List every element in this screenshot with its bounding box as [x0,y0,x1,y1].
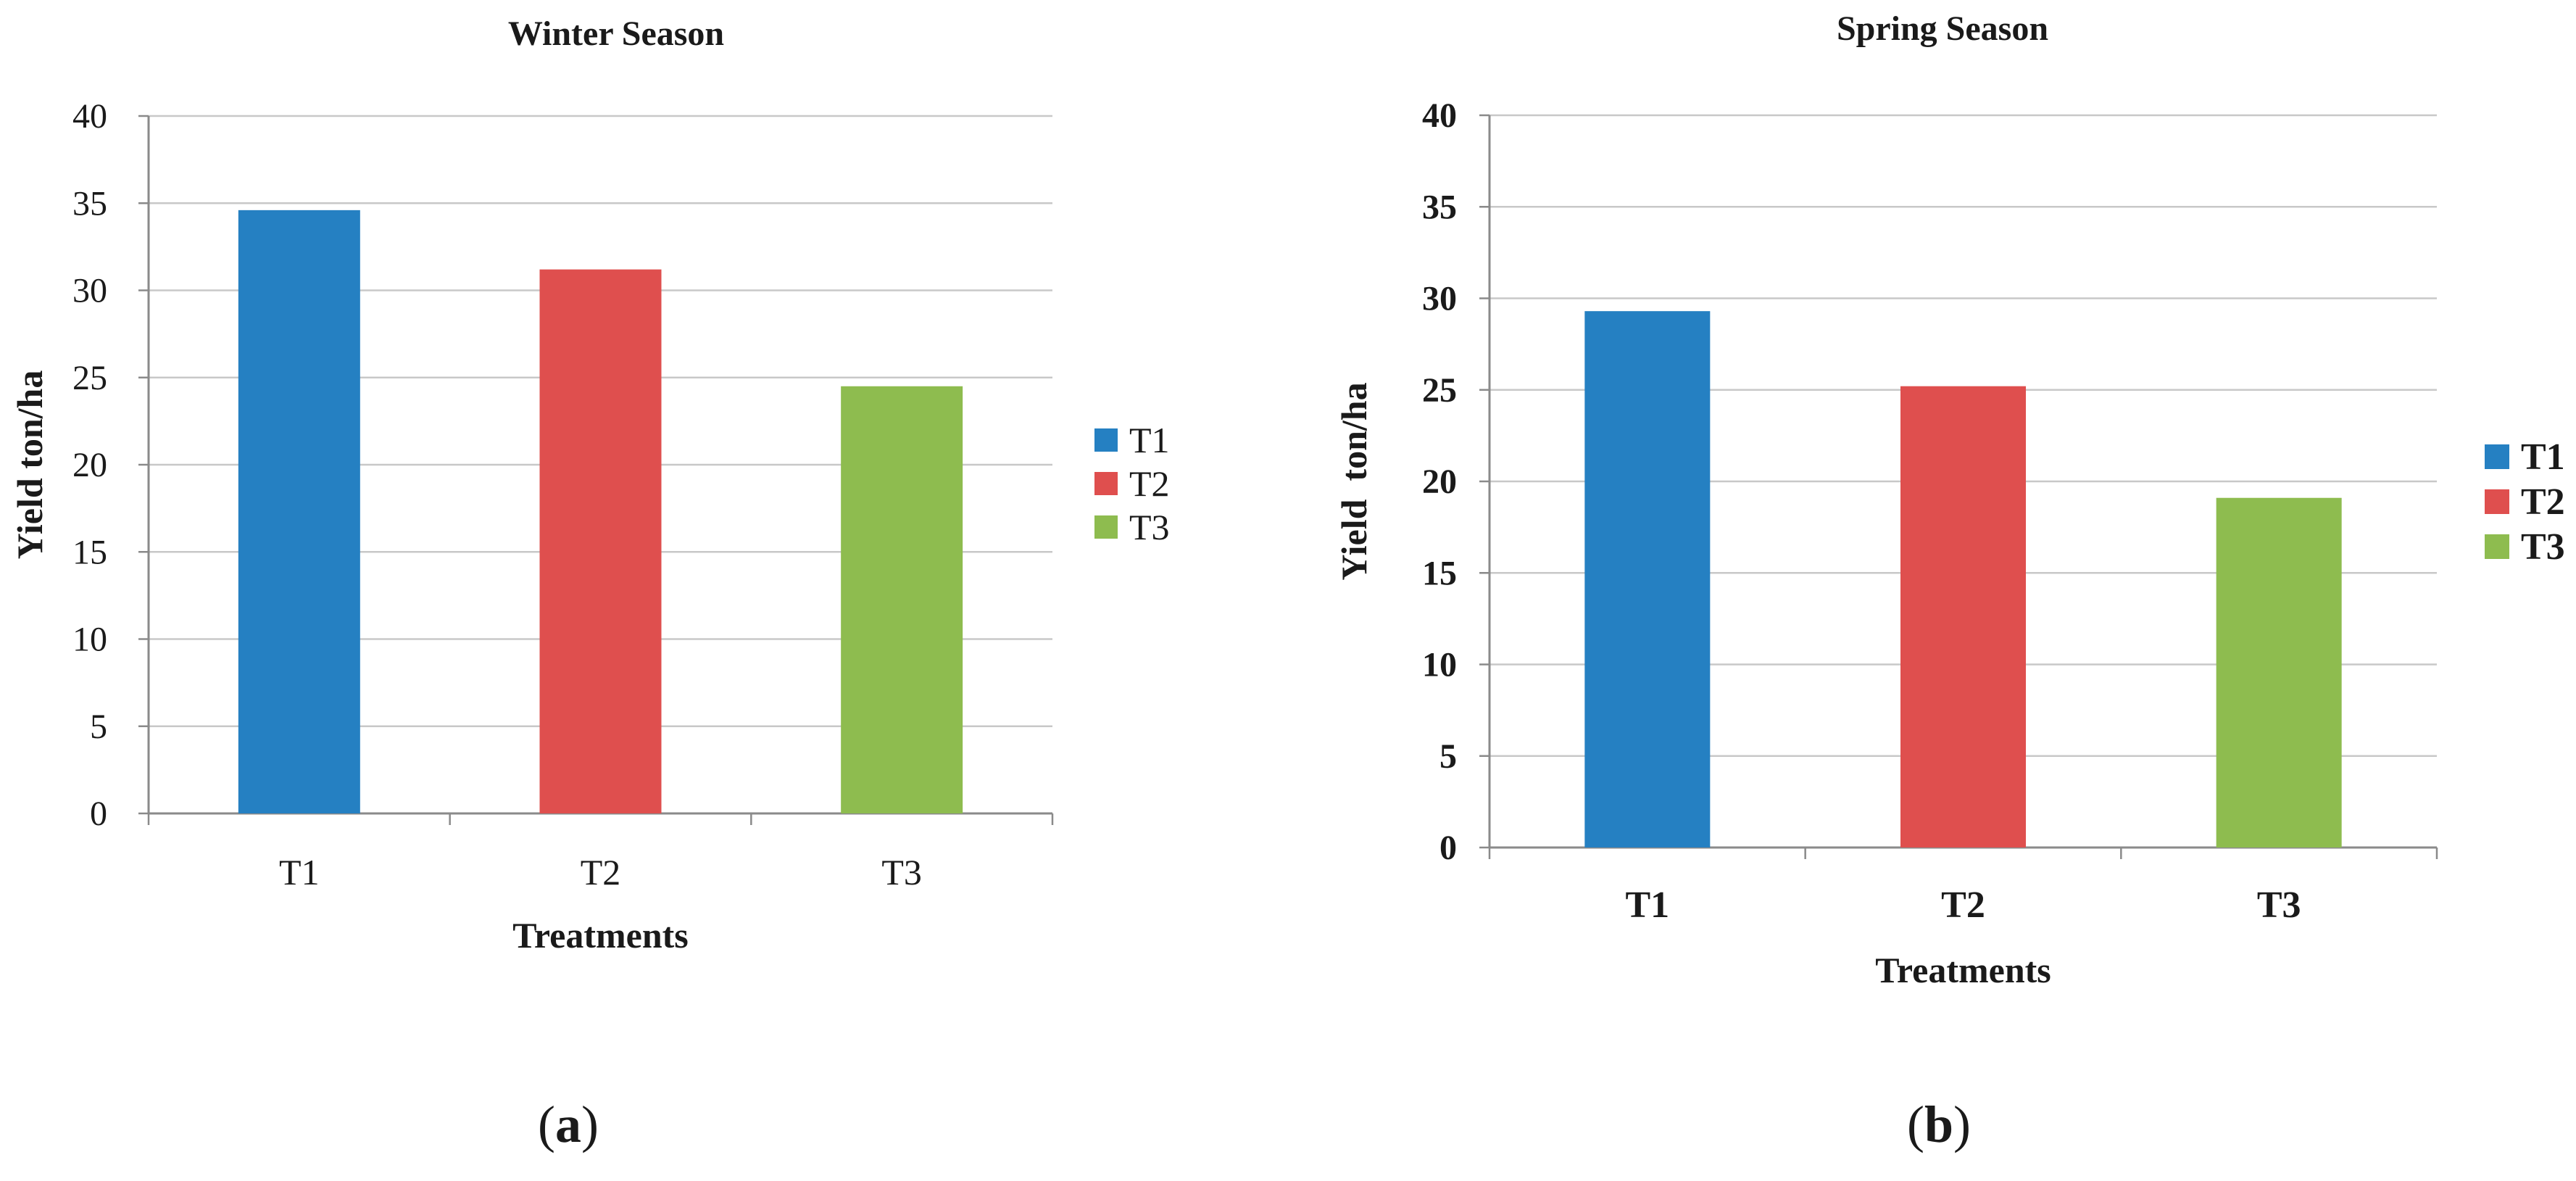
chart2-xtick-label-T3: T3 [2257,884,2301,926]
chart1-ytick-label-20: 20 [72,446,107,484]
chart2-bar-T1 [1584,311,1711,848]
panel-caption-b: (b) [1907,1095,1972,1153]
chart1-title: Winter Season [508,14,724,53]
panel-caption-b-letter: b [1924,1095,1954,1153]
chart2-title: Spring Season [1837,9,2048,48]
chart2-legend-swatch-T3 [2485,534,2509,559]
chart2-ytick-label-40: 40 [1422,96,1457,135]
panel-caption-a: (a) [538,1095,599,1153]
chart2-ytick-label-0: 0 [1439,829,1457,867]
chart2-ylabel: Yield ton/ha [1334,382,1374,580]
chart2-legend-label-T2: T2 [2521,481,2565,523]
chart1-ytick-label-25: 25 [72,359,107,397]
chart1-ytick-label-0: 0 [90,795,107,833]
chart2-bar-T3 [2216,497,2342,848]
chart2-legend-swatch-T2 [2485,489,2509,514]
chart2-xlabel: Treatments [1875,950,2051,990]
chart2-legend-swatch-T1 [2485,444,2509,469]
chart1-legend-label-T3: T3 [1129,507,1170,547]
chart1-xtick-label-T2: T2 [581,852,621,892]
chart1-xlabel: Treatments [512,915,689,956]
chart2-ytick-label-5: 5 [1439,737,1457,776]
chart2-ytick-label-15: 15 [1422,554,1457,592]
chart2-ytick-label-35: 35 [1422,188,1457,226]
chart1-bar-T3 [841,386,963,813]
chart1-ytick-label-30: 30 [72,272,107,310]
chart2-bar-T2 [1900,386,2026,848]
chart2-xtick-label-T1: T1 [1625,884,1669,926]
chart1-xtick-label-T1: T1 [279,852,320,892]
chart1-xtick-label-T3: T3 [881,852,922,892]
chart2-ytick-label-30: 30 [1422,280,1457,318]
chart1-legend-label-T2: T2 [1129,463,1170,504]
chart2-legend-label-T3: T3 [2521,526,2565,568]
chart1-legend-swatch-T2 [1094,472,1118,495]
chart1-legend-swatch-T1 [1094,428,1118,452]
chart2-ytick-label-10: 10 [1422,646,1457,684]
chart1-ytick-label-5: 5 [90,708,107,746]
chart1-legend-label-T1: T1 [1129,420,1170,460]
chart1-ytick-label-15: 15 [72,533,107,571]
chart2-xtick-label-T2: T2 [1941,884,1985,926]
chart1-ytick-label-10: 10 [72,621,107,659]
chart2-ytick-label-25: 25 [1422,371,1457,410]
panel-caption-a-letter: a [554,1095,581,1153]
chart2-ytick-label-20: 20 [1422,463,1457,501]
chart2-legend-label-T1: T1 [2521,436,2565,478]
chart1-ylabel: Yield ton/ha [9,370,50,560]
chart1-bar-T2 [539,269,662,813]
chart1-bar-T1 [238,210,360,813]
chart1-ytick-label-40: 40 [72,97,107,136]
chart1-ytick-label-35: 35 [72,184,107,223]
chart1-legend-swatch-T3 [1094,515,1118,539]
